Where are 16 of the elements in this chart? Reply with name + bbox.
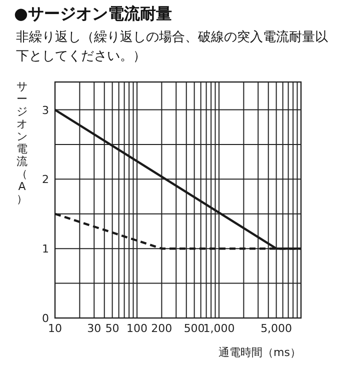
x-axis-title: 通電時間（ms） (218, 346, 301, 359)
x-tick-label: 200 (151, 322, 172, 335)
x-tick-label: 10 (48, 322, 62, 335)
x-tick-label: 100 (126, 322, 148, 335)
x-tick-label: 500 (184, 322, 205, 335)
x-tick-label: 1,000 (203, 322, 235, 335)
text: サージオン電流（A） (16, 80, 28, 206)
y-tick-label: 2 (42, 173, 49, 186)
y-tick-label: 0 (42, 312, 49, 325)
x-tick-label: 50 (105, 322, 120, 335)
chart-title: ●サージオン電流耐量 (14, 4, 172, 25)
x-tick-label: 30 (87, 322, 102, 335)
y-tick-label: 1 (42, 242, 49, 256)
x-tick-label: 5,000 (260, 322, 292, 335)
chart-subtitle: 非繰り返し（繰り返しの場合、破線の突入電流耐量以下としてください。） (16, 29, 329, 66)
y-tick-label: 3 (42, 104, 49, 117)
